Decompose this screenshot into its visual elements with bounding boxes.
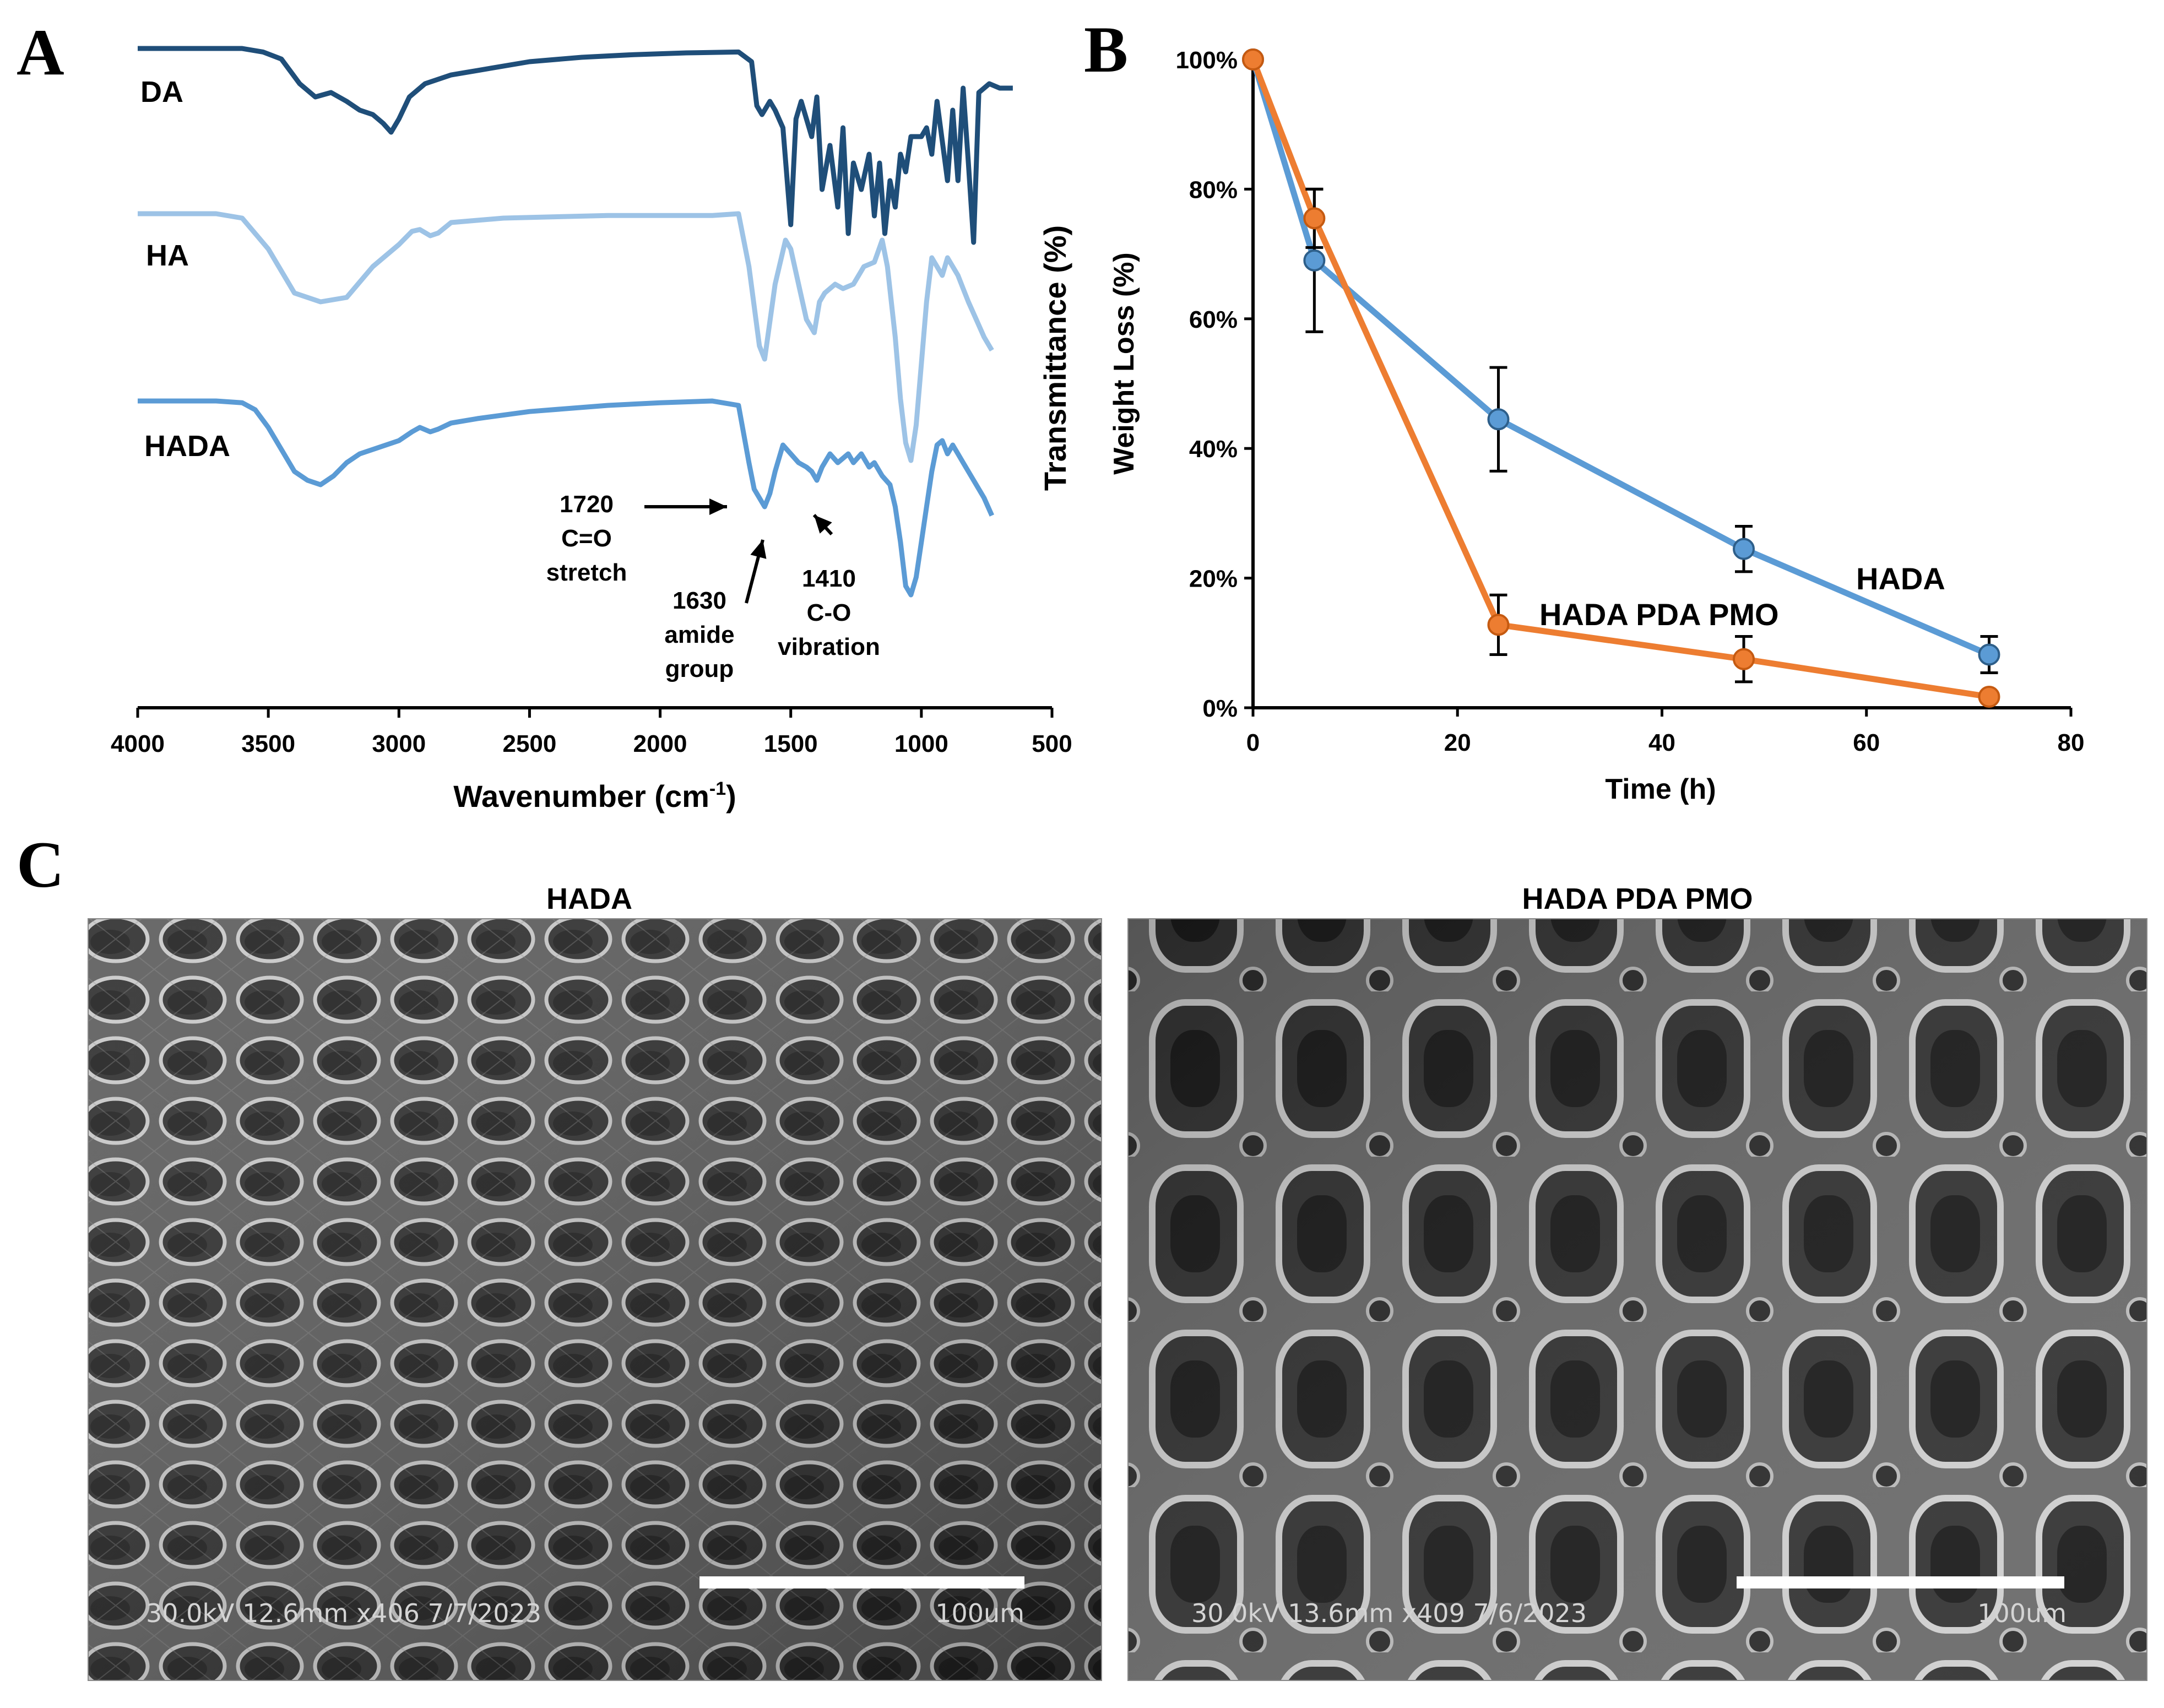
ftir-annotation-text: C=O bbox=[561, 525, 612, 552]
ftir-annotation-text: amide bbox=[664, 621, 734, 648]
ftir-annotation-arrowhead bbox=[709, 498, 727, 515]
weight-loss-x-tick-label: 0 bbox=[1246, 729, 1260, 756]
ftir-annotation-text: stretch bbox=[546, 559, 627, 586]
weight-loss-x-tick-label: 80 bbox=[2058, 729, 2085, 756]
ftir-annotation-text: 1630 bbox=[672, 587, 726, 614]
ftir-tick-label: 4000 bbox=[111, 730, 165, 757]
weight-loss-y-axis-label: Weight Loss (%) bbox=[1108, 252, 1140, 474]
ftir-annotation-arrowhead bbox=[814, 515, 832, 534]
ftir-x-axis-label: Wavenumber (cm-1) bbox=[453, 778, 736, 814]
ftir-series-hada bbox=[138, 398, 995, 598]
sem-right-image: 30.0kV 13.6mm x409 7/6/2023 100um bbox=[1127, 918, 2147, 1681]
sem-left-image: 30.0kV 12.6mm x406 7/7/2023 100um bbox=[88, 918, 1102, 1681]
panel-b-letter: B bbox=[1084, 13, 1128, 86]
ftir-x-ticks: 4000 3500 3000 2500 2000 1500 1000 500 bbox=[111, 708, 1072, 757]
weight-loss-point-hada-pda-pmo bbox=[1487, 614, 1510, 636]
weight-loss-x-tick-label: 40 bbox=[1648, 729, 1675, 756]
weight-loss-point-hada bbox=[1978, 643, 2000, 666]
weight-loss-y-tick-label: 60% bbox=[1189, 306, 1238, 333]
weight-loss-y-tick-label: 40% bbox=[1189, 436, 1238, 463]
ftir-annotations: 1720 C=O stretch 1630 amide group 1410 C-O vibra… bbox=[546, 491, 880, 682]
weight-loss-legend-hada: HADA bbox=[1856, 561, 1945, 596]
ftir-series-ha bbox=[138, 211, 994, 463]
weight-loss-point-hada-pda-pmo bbox=[1303, 207, 1326, 230]
sem-left-title: HADA bbox=[546, 882, 632, 915]
weight-loss-x-tick-label: 20 bbox=[1444, 729, 1471, 756]
ftir-tick-label: 500 bbox=[1032, 730, 1072, 757]
panel-c-letter: C bbox=[17, 828, 64, 901]
sem-left-info: 30.0kV 12.6mm x406 7/7/2023 bbox=[146, 1598, 541, 1628]
sem-right-scale-bar bbox=[1737, 1576, 2064, 1588]
weight-loss-y-tick-label: 20% bbox=[1189, 566, 1238, 593]
sem-right-info: 30.0kV 13.6mm x409 7/6/2023 bbox=[1191, 1598, 1587, 1628]
weight-loss-x-axis-label: Time (h) bbox=[1605, 773, 1716, 805]
weight-loss-point-hada bbox=[1733, 538, 1755, 560]
ftir-label-ha: HA bbox=[146, 239, 189, 272]
ftir-label-hada: HADA bbox=[144, 430, 230, 463]
weight-loss-series-group bbox=[1242, 48, 2000, 708]
weight-loss-point-hada-pda-pmo bbox=[1242, 48, 1264, 71]
ftir-series-da bbox=[138, 46, 1013, 245]
weight-loss-point-hada bbox=[1303, 249, 1326, 272]
ftir-y-axis-label: Transmittance (%) bbox=[1038, 225, 1072, 491]
ftir-tick-label: 3500 bbox=[241, 730, 295, 757]
weight-loss-chart: 0% 20% 40% 60% 80% 100% 0 20 40 60 80 Time (h) Wei… bbox=[1108, 47, 2084, 805]
ftir-series-group bbox=[138, 46, 1013, 598]
weight-loss-point-hada bbox=[1487, 408, 1510, 431]
ftir-annotation-arrowhead bbox=[750, 540, 767, 559]
ftir-tick-label: 2000 bbox=[633, 730, 687, 757]
ftir-tick-label: 2500 bbox=[502, 730, 556, 757]
sem-left-scale-label: 100um bbox=[935, 1598, 1024, 1628]
ftir-annotation-text: 1720 bbox=[560, 491, 614, 518]
weight-loss-point-hada-pda-pmo bbox=[1978, 685, 2000, 708]
ftir-annotation-text: group bbox=[665, 655, 734, 682]
ftir-chart: 4000 3500 3000 2500 2000 1500 1000 500 Wavenumb… bbox=[111, 46, 1072, 814]
sem-images: HADA HADA PDA PMO 30.0kV 12.6mm x406 7/7… bbox=[88, 882, 2147, 1681]
weight-loss-y-tick-label: 0% bbox=[1202, 695, 1238, 722]
sem-left-scale-bar bbox=[699, 1576, 1024, 1588]
weight-loss-y-tick-label: 80% bbox=[1189, 176, 1238, 203]
sem-right-title: HADA PDA PMO bbox=[1522, 882, 1753, 915]
weight-loss-legend-hada-pda-pmo: HADA PDA PMO bbox=[1539, 597, 1779, 632]
ftir-annotation-text: 1410 bbox=[802, 565, 856, 592]
ftir-label-da: DA bbox=[140, 75, 183, 109]
weight-loss-x-tick-label: 60 bbox=[1853, 729, 1880, 756]
panel-a-letter: A bbox=[17, 15, 64, 89]
weight-loss-axes: 0% 20% 40% 60% 80% 100% 0 20 40 60 80 bbox=[1175, 47, 2084, 756]
ftir-series-labels: DA HA HADA bbox=[140, 75, 230, 463]
ftir-annotation-text: C-O bbox=[807, 599, 852, 626]
sem-right-scale-label: 100um bbox=[1977, 1598, 2067, 1628]
ftir-tick-label: 3000 bbox=[372, 730, 426, 757]
weight-loss-y-tick-label: 100% bbox=[1175, 47, 1238, 74]
weight-loss-point-hada-pda-pmo bbox=[1733, 648, 1755, 670]
ftir-tick-label: 1000 bbox=[894, 730, 948, 757]
ftir-annotation-text: vibration bbox=[778, 633, 880, 660]
ftir-tick-label: 1500 bbox=[764, 730, 818, 757]
